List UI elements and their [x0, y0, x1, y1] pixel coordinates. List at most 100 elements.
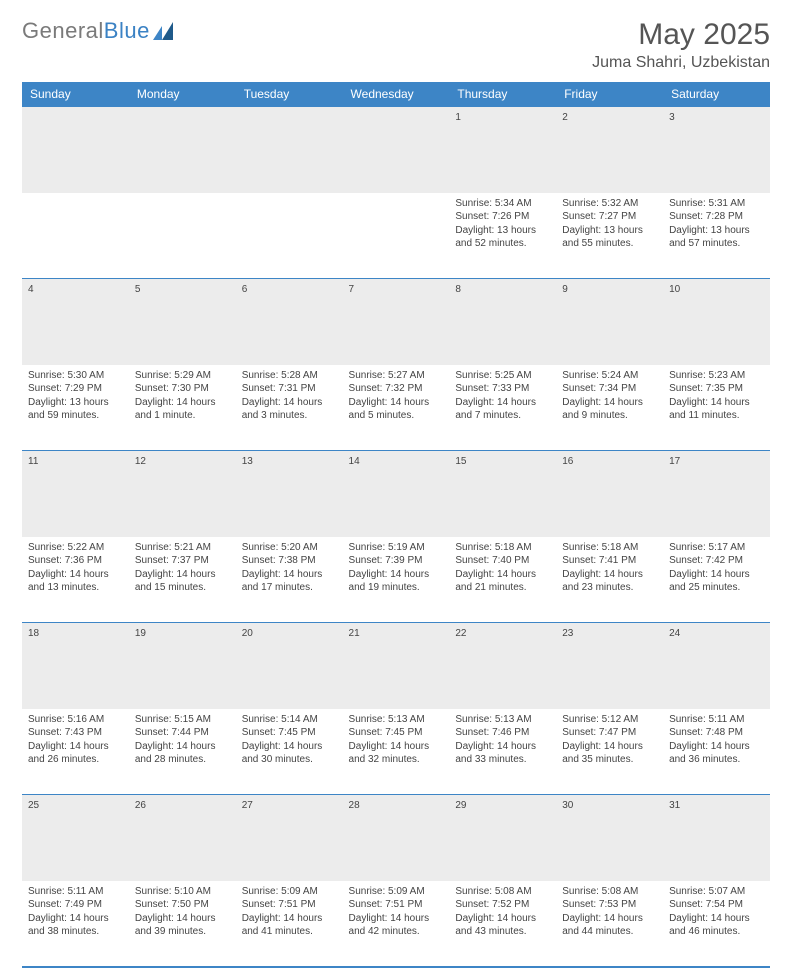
sunset-text: Sunset: 7:42 PM: [669, 554, 764, 568]
day-number: 28: [343, 795, 450, 881]
day-number: 1: [449, 107, 556, 193]
logo: GeneralBlue: [22, 18, 177, 44]
header: GeneralBlue May 2025 Juma Shahri, Uzbeki…: [22, 18, 770, 72]
day-cell: Sunrise: 5:28 AMSunset: 7:31 PMDaylight:…: [236, 365, 343, 451]
daylight-text: Daylight: 14 hours and 30 minutes.: [242, 740, 337, 767]
sunset-text: Sunset: 7:26 PM: [455, 210, 550, 224]
day-number: 14: [343, 451, 450, 537]
sunset-text: Sunset: 7:47 PM: [562, 726, 657, 740]
sunset-text: Sunset: 7:36 PM: [28, 554, 123, 568]
day-cell: Sunrise: 5:22 AMSunset: 7:36 PMDaylight:…: [22, 537, 129, 623]
sunrise-text: Sunrise: 5:12 AM: [562, 713, 657, 727]
sunrise-text: Sunrise: 5:16 AM: [28, 713, 123, 727]
day-cell: Sunrise: 5:27 AMSunset: 7:32 PMDaylight:…: [343, 365, 450, 451]
daylight-text: Daylight: 14 hours and 32 minutes.: [349, 740, 444, 767]
sunrise-text: Sunrise: 5:09 AM: [349, 885, 444, 899]
sunrise-text: Sunrise: 5:27 AM: [349, 369, 444, 383]
day-content-row: Sunrise: 5:34 AMSunset: 7:26 PMDaylight:…: [22, 193, 770, 279]
day-cell: Sunrise: 5:19 AMSunset: 7:39 PMDaylight:…: [343, 537, 450, 623]
day-number: 22: [449, 623, 556, 709]
sunrise-text: Sunrise: 5:19 AM: [349, 541, 444, 555]
daylight-text: Daylight: 14 hours and 26 minutes.: [28, 740, 123, 767]
weekday-header-row: Sunday Monday Tuesday Wednesday Thursday…: [22, 82, 770, 107]
day-cell: Sunrise: 5:18 AMSunset: 7:40 PMDaylight:…: [449, 537, 556, 623]
day-cell: Sunrise: 5:25 AMSunset: 7:33 PMDaylight:…: [449, 365, 556, 451]
day-number: 11: [22, 451, 129, 537]
day-number: 25: [22, 795, 129, 881]
day-cell: Sunrise: 5:32 AMSunset: 7:27 PMDaylight:…: [556, 193, 663, 279]
daylight-text: Daylight: 14 hours and 25 minutes.: [669, 568, 764, 595]
sunrise-text: Sunrise: 5:13 AM: [349, 713, 444, 727]
sunrise-text: Sunrise: 5:07 AM: [669, 885, 764, 899]
daylight-text: Daylight: 14 hours and 33 minutes.: [455, 740, 550, 767]
daylight-text: Daylight: 14 hours and 42 minutes.: [349, 912, 444, 939]
sunset-text: Sunset: 7:37 PM: [135, 554, 230, 568]
day-cell: [22, 193, 129, 279]
sunset-text: Sunset: 7:41 PM: [562, 554, 657, 568]
daylight-text: Daylight: 14 hours and 41 minutes.: [242, 912, 337, 939]
weekday-header: Saturday: [663, 82, 770, 107]
day-content-row: Sunrise: 5:22 AMSunset: 7:36 PM Daylight:…: [22, 537, 770, 623]
sunrise-text: Sunrise: 5:10 AM: [135, 885, 230, 899]
sunrise-text: Sunrise: 5:15 AM: [135, 713, 230, 727]
sunrise-text: Sunrise: 5:28 AM: [242, 369, 337, 383]
day-number: 24: [663, 623, 770, 709]
daylight-text: Daylight: 13 hours and 59 minutes.: [28, 396, 123, 423]
daylight-text: Daylight: 13 hours and 52 minutes.: [455, 224, 550, 251]
day-cell: [129, 193, 236, 279]
sunrise-text: Sunrise: 5:24 AM: [562, 369, 657, 383]
sunrise-text: Sunrise: 5:20 AM: [242, 541, 337, 555]
sunrise-text: Sunrise: 5:32 AM: [562, 197, 657, 211]
sunset-text: Sunset: 7:49 PM: [28, 898, 123, 912]
day-cell: Sunrise: 5:12 AMSunset: 7:47 PMDaylight:…: [556, 709, 663, 795]
sunrise-text: Sunrise: 5:08 AM: [455, 885, 550, 899]
sunrise-text: Sunrise: 5:22 AM: [28, 541, 123, 555]
daylight-text: Daylight: 14 hours and 15 minutes.: [135, 568, 230, 595]
weekday-header: Sunday: [22, 82, 129, 107]
daylight-text: Daylight: 14 hours and 36 minutes.: [669, 740, 764, 767]
sunset-text: Sunset: 7:38 PM: [242, 554, 337, 568]
day-number: 21: [343, 623, 450, 709]
sunset-text: Sunset: 7:48 PM: [669, 726, 764, 740]
day-number: 15: [449, 451, 556, 537]
day-cell: [236, 193, 343, 279]
title-block: May 2025 Juma Shahri, Uzbekistan: [592, 18, 770, 72]
day-cell: Sunrise: 5:14 AMSunset: 7:45 PMDaylight:…: [236, 709, 343, 795]
day-number: 27: [236, 795, 343, 881]
day-cell: Sunrise: 5:13 AMSunset: 7:45 PMDaylight:…: [343, 709, 450, 795]
day-cell: Sunrise: 5:11 AMSunset: 7:48 PMDaylight:…: [663, 709, 770, 795]
sunrise-text: Sunrise: 5:25 AM: [455, 369, 550, 383]
day-number-row: 25262728293031: [22, 795, 770, 881]
day-cell: Sunrise: 5:17 AMSunset: 7:42 PMDaylight:…: [663, 537, 770, 623]
day-number: 6: [236, 279, 343, 365]
day-number-row: 18192021222324: [22, 623, 770, 709]
daylight-text: Daylight: 14 hours and 9 minutes.: [562, 396, 657, 423]
daylight-text: Daylight: 14 hours and 11 minutes.: [669, 396, 764, 423]
sunset-text: Sunset: 7:46 PM: [455, 726, 550, 740]
day-cell: Sunrise: 5:09 AMSunset: 7:51 PMDaylight:…: [236, 881, 343, 967]
day-cell: Sunrise: 5:18 AMSunset: 7:41 PMDaylight:…: [556, 537, 663, 623]
daylight-text: Daylight: 14 hours and 43 minutes.: [455, 912, 550, 939]
calendar: Sunday Monday Tuesday Wednesday Thursday…: [22, 82, 770, 968]
logo-mark-icon: [153, 22, 177, 40]
logo-text-1: General: [22, 18, 104, 44]
sunrise-text: Sunrise: 5:21 AM: [135, 541, 230, 555]
weekday-header: Monday: [129, 82, 236, 107]
sunset-text: Sunset: 7:33 PM: [455, 382, 550, 396]
day-number: [236, 107, 343, 193]
sunrise-text: Sunrise: 5:30 AM: [28, 369, 123, 383]
day-cell: [343, 193, 450, 279]
day-content-row: Sunrise: 5:11 AMSunset: 7:49 PMDaylight:…: [22, 881, 770, 967]
sunset-text: Sunset: 7:53 PM: [562, 898, 657, 912]
logo-text-2: Blue: [104, 18, 150, 44]
sunrise-text: Sunrise: 5:14 AM: [242, 713, 337, 727]
sunrise-text: Sunrise: 5:18 AM: [455, 541, 550, 555]
day-cell: Sunrise: 5:34 AMSunset: 7:26 PMDaylight:…: [449, 193, 556, 279]
daylight-text: Daylight: 14 hours and 7 minutes.: [455, 396, 550, 423]
location: Juma Shahri, Uzbekistan: [592, 54, 770, 72]
day-number: 8: [449, 279, 556, 365]
day-number: 31: [663, 795, 770, 881]
day-cell: Sunrise: 5:31 AMSunset: 7:28 PMDaylight:…: [663, 193, 770, 279]
sunset-text: Sunset: 7:31 PM: [242, 382, 337, 396]
day-cell: Sunrise: 5:20 AMSunset: 7:38 PMDaylight:…: [236, 537, 343, 623]
